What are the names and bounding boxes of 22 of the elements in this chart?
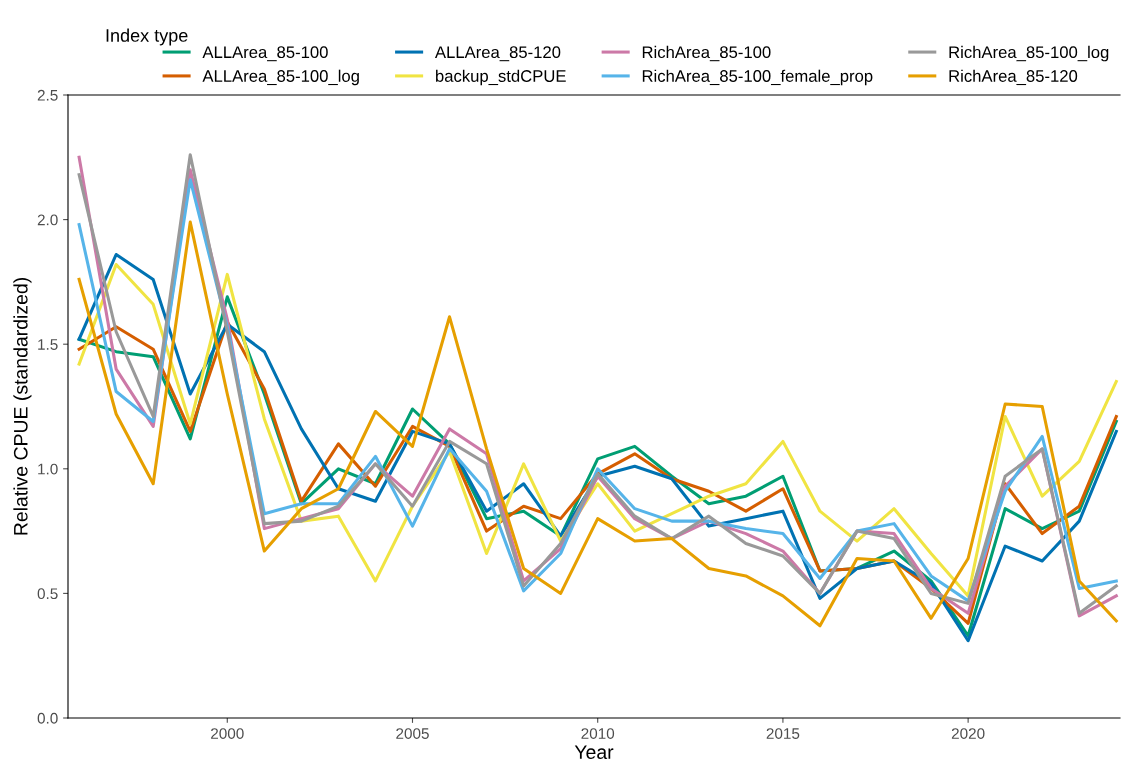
x-axis-title: Year <box>574 745 614 760</box>
legend-label: ALLArea_85-100_log <box>202 69 359 86</box>
y-tick-label: 0.0 <box>37 712 58 724</box>
legend-label: RichArea_85-100_log <box>949 45 1109 62</box>
legend-title: Index type <box>106 28 188 46</box>
x-tick-label: 2020 <box>951 728 985 739</box>
y-tick-label: 2.5 <box>37 89 58 101</box>
x-tick-label: 2010 <box>581 728 615 739</box>
legend-label: backup_stdCPUE <box>436 69 566 86</box>
y-tick-label: 1.5 <box>38 339 58 350</box>
legend-label: RichArea_85-100_female_prop <box>642 69 873 86</box>
legend-label: ALLArea_85-100 <box>202 46 328 62</box>
x-tick-label: 2000 <box>211 728 244 739</box>
y-tick-label: 1.0 <box>38 463 58 475</box>
legend-label: RichArea_85-120 <box>949 69 1078 86</box>
x-tick-label: 2005 <box>396 728 429 739</box>
x-tick-label: 2015 <box>766 728 800 739</box>
legend-label: RichArea_85-100 <box>642 45 771 62</box>
y-axis-title: Relative CPUE (standardized) <box>13 278 32 535</box>
y-tick-label: 2.0 <box>37 214 58 226</box>
y-tick-label: 0.5 <box>37 588 58 600</box>
legend-label: ALLArea_85-120 <box>434 46 561 62</box>
